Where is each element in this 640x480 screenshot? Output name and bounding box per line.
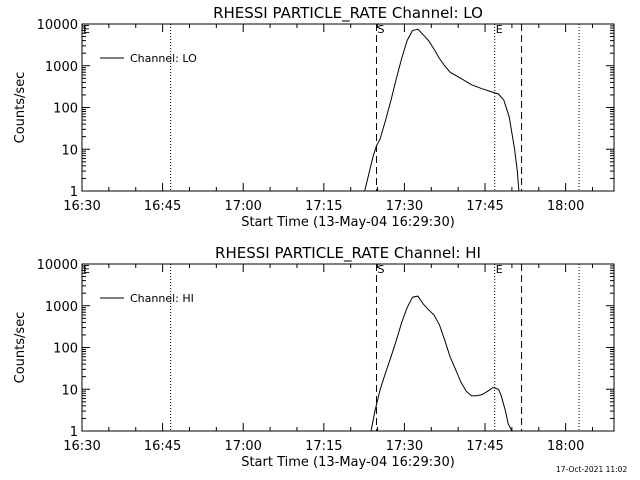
plot-frame xyxy=(81,23,615,192)
x-tick-label: 17:00 xyxy=(224,439,261,454)
x-axis-label: Start Time (13-May-04 16:29:30) xyxy=(241,215,455,230)
y-tick-label: 1000 xyxy=(45,60,78,75)
series-line-0 xyxy=(364,28,520,192)
x-tick-label: 18:00 xyxy=(547,439,584,454)
series-line-0 xyxy=(370,295,513,432)
chart-title: RHESSI PARTICLE_RATE Channel: LO xyxy=(213,4,483,23)
y-tick-label: 1 xyxy=(70,425,78,440)
x-tick-label: 18:00 xyxy=(547,199,584,214)
y-axis-label: Counts/sec xyxy=(13,312,28,384)
x-tick-label: 17:15 xyxy=(305,199,342,214)
marker-label-3: E xyxy=(496,263,503,276)
y-tick-label: 100 xyxy=(53,102,78,117)
y-tick-label: 10000 xyxy=(37,258,78,273)
x-tick-label: 17:00 xyxy=(224,199,261,214)
x-tick-label: 17:30 xyxy=(386,439,423,454)
marker-label-2: S xyxy=(377,23,384,36)
y-tick-label: 10000 xyxy=(37,18,78,33)
y-tick-label: 10 xyxy=(61,383,78,398)
marker-label-0: E xyxy=(83,263,90,276)
x-tick-label: 16:30 xyxy=(63,439,100,454)
y-tick-label: 100 xyxy=(53,342,78,357)
footer-stamp: 17-Oct-2021 11:02 xyxy=(556,465,628,474)
legend-entry: Channel: LO xyxy=(130,52,197,65)
x-tick-label: 17:15 xyxy=(305,439,342,454)
y-tick-label: 10 xyxy=(61,143,78,158)
x-tick-label: 17:30 xyxy=(386,199,423,214)
x-tick-label: 16:45 xyxy=(144,439,181,454)
y-axis-label: Counts/sec xyxy=(13,72,28,144)
x-tick-label: 17:45 xyxy=(466,199,503,214)
x-tick-label: 16:45 xyxy=(144,199,181,214)
y-tick-label: 1 xyxy=(70,185,78,200)
plot-frame xyxy=(81,263,615,432)
y-tick-label: 1000 xyxy=(45,300,78,315)
x-tick-label: 16:30 xyxy=(63,199,100,214)
marker-label-3: E xyxy=(496,23,503,36)
chart-title: RHESSI PARTICLE_RATE Channel: HI xyxy=(215,244,481,263)
marker-label-2: S xyxy=(377,263,384,276)
x-axis-label: Start Time (13-May-04 16:29:30) xyxy=(241,455,455,470)
x-tick-label: 17:45 xyxy=(466,439,503,454)
legend-entry: Channel: HI xyxy=(130,292,194,305)
marker-label-0: E xyxy=(83,23,90,36)
